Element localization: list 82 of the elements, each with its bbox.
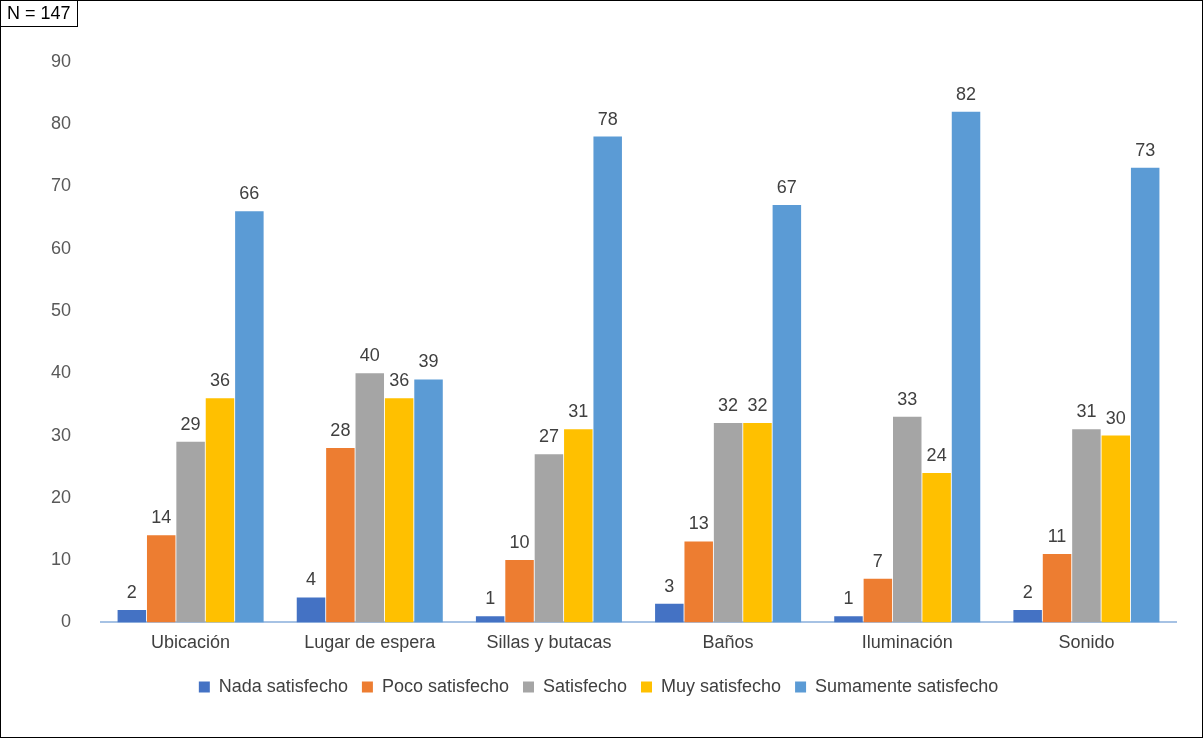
y-tick-label: 40 xyxy=(50,362,72,383)
data-label: 36 xyxy=(209,370,230,391)
bar xyxy=(117,609,147,623)
bar xyxy=(564,429,593,623)
x-tick-label: Lugar de espera xyxy=(304,632,437,653)
bar xyxy=(593,136,622,623)
legend-label: Muy satisfecho xyxy=(661,675,782,696)
y-tick-label: 90 xyxy=(50,50,72,71)
data-label: 78 xyxy=(597,108,618,129)
y-tick-label: 50 xyxy=(50,299,72,320)
bar xyxy=(326,447,355,623)
y-tick-label: 30 xyxy=(50,424,72,445)
data-label: 2 xyxy=(1022,581,1033,602)
bar xyxy=(713,423,743,623)
bar xyxy=(296,597,326,623)
data-label: 13 xyxy=(688,513,709,534)
legend-label: Poco satisfecho xyxy=(381,675,509,696)
data-label: 1 xyxy=(843,588,854,609)
y-tick-label: 20 xyxy=(50,486,72,507)
data-label: 33 xyxy=(897,388,918,409)
bar xyxy=(534,454,564,623)
bar xyxy=(743,423,772,623)
data-label: 1 xyxy=(485,588,496,609)
y-tick-label: 0 xyxy=(61,611,72,632)
data-label: 11 xyxy=(1047,525,1067,546)
data-label: 28 xyxy=(330,419,351,440)
data-label: 32 xyxy=(718,395,739,416)
bar xyxy=(1130,167,1160,623)
bar xyxy=(772,205,802,623)
x-tick-label: Ubicación xyxy=(151,632,231,653)
x-tick-label: Baños xyxy=(702,632,754,653)
data-label: 3 xyxy=(664,575,675,596)
bar xyxy=(355,373,385,623)
bar xyxy=(414,379,443,623)
data-label: 66 xyxy=(239,183,260,204)
data-label: 31 xyxy=(568,401,589,422)
data-label: 32 xyxy=(747,395,768,416)
data-label: 36 xyxy=(389,370,410,391)
bar xyxy=(384,398,414,623)
legend-label: Nada satisfecho xyxy=(218,675,348,696)
bar xyxy=(684,541,713,623)
bar xyxy=(1101,435,1131,623)
bar xyxy=(1042,553,1072,623)
legend-label: Satisfecho xyxy=(542,675,628,696)
data-label: 27 xyxy=(538,426,559,447)
y-tick-label: 60 xyxy=(50,237,72,258)
bar xyxy=(146,535,176,623)
text: N = 147 xyxy=(1,1,78,27)
bar xyxy=(863,578,893,623)
bar xyxy=(893,416,922,623)
x-tick-label: Sillas y butacas xyxy=(486,632,612,653)
x-tick-label: Iluminación xyxy=(861,632,953,653)
data-label: 4 xyxy=(305,569,317,590)
bar xyxy=(235,211,264,623)
data-label: 39 xyxy=(418,351,439,372)
data-label: 82 xyxy=(956,83,977,104)
bar xyxy=(922,472,951,623)
bar xyxy=(834,616,863,623)
data-label: 14 xyxy=(151,507,172,528)
bar xyxy=(951,111,981,623)
legend-label: Sumamente satisfecho xyxy=(815,675,999,696)
bar xyxy=(475,616,505,623)
data-label: 73 xyxy=(1135,139,1156,160)
x-tick-label: Sonido xyxy=(1058,632,1115,653)
data-label: 2 xyxy=(126,581,137,602)
data-label: 40 xyxy=(359,345,380,366)
data-label: 67 xyxy=(776,177,797,198)
data-label: 7 xyxy=(872,550,883,571)
bar xyxy=(1013,609,1042,623)
data-label: 30 xyxy=(1105,407,1126,428)
y-tick-label: 10 xyxy=(50,549,72,570)
bar xyxy=(505,560,534,623)
data-label: 31 xyxy=(1076,401,1097,422)
bar xyxy=(655,603,684,623)
bar xyxy=(1072,429,1101,623)
bar xyxy=(176,441,205,623)
y-tick-label: 80 xyxy=(50,113,72,134)
data-label: 29 xyxy=(180,413,201,434)
y-tick-label: 70 xyxy=(50,175,72,196)
bar xyxy=(205,398,235,623)
data-label: 24 xyxy=(926,444,947,465)
data-label: 10 xyxy=(509,532,530,553)
